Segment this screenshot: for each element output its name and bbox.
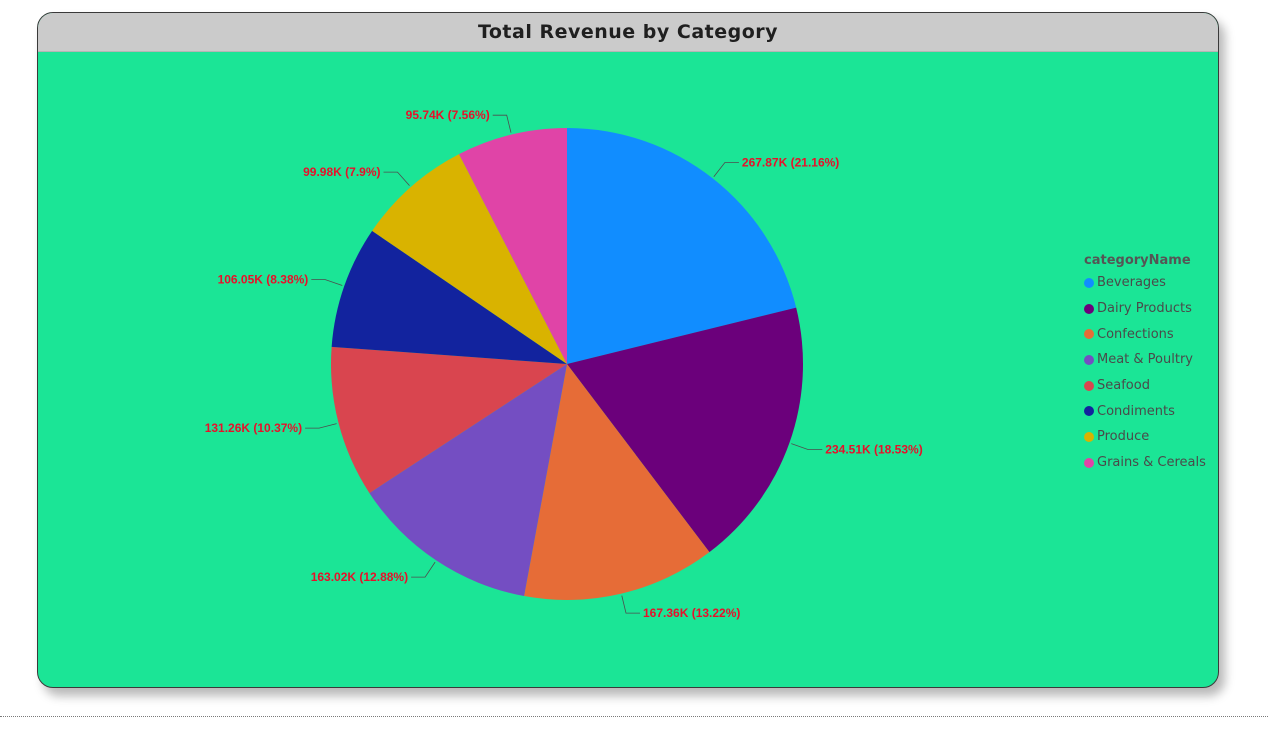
legend-item-condiments[interactable]: Condiments: [1084, 398, 1206, 424]
pie-slice-produce[interactable]: [372, 154, 567, 364]
data-label-condiments: 106.05K (8.38%): [218, 273, 309, 287]
pie-slice-beverages[interactable]: [567, 128, 797, 364]
leader-line-grains-and-cereals: [492, 114, 512, 133]
pie-chart-visual[interactable]: Total Revenue by Category 267.87K (21.16…: [37, 12, 1219, 688]
legend-title: categoryName: [1084, 253, 1191, 268]
legend-item-seafood[interactable]: Seafood: [1084, 373, 1206, 399]
legend-marker-icon: [1084, 457, 1094, 468]
legend-marker-icon: [1084, 406, 1094, 417]
leader-line-confections: [621, 595, 640, 614]
leader-line-dairy-products: [791, 443, 823, 451]
chart-title-bar: Total Revenue by Category: [38, 13, 1218, 52]
pie-slice-condiments[interactable]: [331, 230, 567, 364]
pie-slice-confections[interactable]: [524, 364, 710, 600]
pie-slice-dairy-products[interactable]: [567, 307, 803, 553]
leader-line-seafood: [305, 423, 337, 429]
data-label-produce: 99.98K (7.9%): [303, 165, 380, 179]
legend-label: Meat & Poultry: [1097, 352, 1193, 368]
legend-item-produce[interactable]: Produce: [1084, 424, 1206, 450]
legend-item-grains-and-cereals[interactable]: Grains & Cereals: [1084, 450, 1206, 476]
legend-marker-icon: [1084, 329, 1094, 340]
legend-marker-icon: [1084, 431, 1094, 442]
leader-line-beverages: [713, 162, 739, 177]
pie-slice-meat-and-poultry[interactable]: [369, 364, 567, 597]
legend-item-dairy-products[interactable]: Dairy Products: [1084, 296, 1206, 322]
legend-item-confections[interactable]: Confections: [1084, 321, 1206, 347]
legend-marker-icon: [1084, 380, 1094, 391]
legend-label: Produce: [1097, 429, 1150, 445]
legend-label: Grains & Cereals: [1097, 455, 1206, 471]
legend-label: Condiments: [1097, 403, 1175, 419]
pie-slice-grains-and-cereals[interactable]: [459, 128, 567, 364]
leader-line-condiments: [311, 279, 343, 286]
legend-label: Confections: [1097, 326, 1174, 342]
data-label-dairy-products: 234.51K (18.53%): [825, 443, 922, 457]
chart-title: Total Revenue by Category: [477, 21, 779, 43]
legend-label: Dairy Products: [1097, 301, 1192, 317]
leader-line-produce: [383, 171, 410, 186]
chart-legend: categoryName Beverages Dairy Products Conf…: [1084, 253, 1206, 476]
legend-marker-icon: [1084, 303, 1094, 314]
data-label-grains-and-cereals: 95.74K (7.56%): [406, 108, 490, 122]
leader-line-meat-and-poultry: [411, 561, 436, 578]
data-label-beverages: 267.87K (21.16%): [742, 156, 839, 170]
data-label-meat-and-poultry: 163.02K (12.88%): [311, 570, 408, 584]
legend-label: Beverages: [1097, 275, 1166, 291]
legend-label: Seafood: [1097, 378, 1150, 394]
legend-marker-icon: [1084, 354, 1094, 365]
page-divider: [0, 716, 1268, 717]
legend-item-meat-and-poultry[interactable]: Meat & Poultry: [1084, 347, 1206, 373]
legend-item-beverages[interactable]: Beverages: [1084, 270, 1206, 296]
legend-marker-icon: [1084, 277, 1094, 288]
data-label-confections: 167.36K (13.22%): [643, 606, 740, 620]
data-label-seafood: 131.26K (10.37%): [205, 421, 302, 435]
pie-chart: 267.87K (21.16%) 234.51K (18.53%) 167.36K …: [205, 108, 923, 620]
pie-slice-seafood[interactable]: [331, 346, 567, 494]
